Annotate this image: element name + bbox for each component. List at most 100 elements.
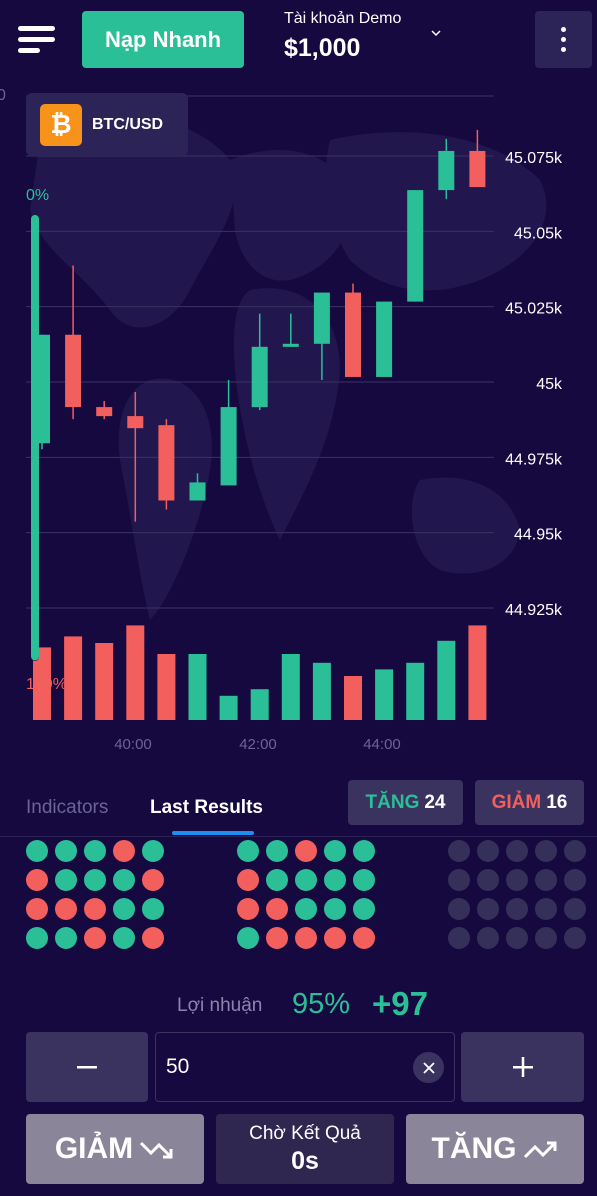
- pair-selector[interactable]: ₿ BTC/USD: [26, 93, 188, 156]
- result-dot: [237, 927, 259, 949]
- menu-icon[interactable]: [18, 20, 58, 60]
- up-button-label: TĂNG: [431, 1132, 517, 1165]
- result-dot: [448, 869, 470, 891]
- result-dot: [237, 840, 259, 862]
- amount-input[interactable]: [164, 1051, 408, 1083]
- candle-body: [313, 292, 330, 344]
- result-dot: [353, 898, 375, 920]
- x-tick-label: 44:00: [363, 736, 401, 753]
- account-label: Tài khoản Demo: [284, 10, 402, 27]
- more-vertical-icon[interactable]: [535, 11, 592, 68]
- y-tick-label: 44.925k: [505, 602, 563, 619]
- profit-percent: 95%: [292, 988, 351, 1020]
- result-dot: [113, 869, 135, 891]
- candle-body: [158, 425, 175, 501]
- sentiment-fill: [31, 215, 39, 661]
- countdown-time: 0s: [291, 1147, 319, 1175]
- result-dot: [55, 898, 77, 920]
- result-dot: [142, 869, 164, 891]
- candle-body: [189, 482, 206, 501]
- result-dot: [477, 927, 499, 949]
- sell-down-button[interactable]: GIẢM: [26, 1114, 204, 1184]
- candle-body: [407, 190, 424, 302]
- result-dot: [113, 840, 135, 862]
- close-icon[interactable]: [413, 1052, 444, 1083]
- candle-body: [220, 407, 237, 486]
- deposit-button[interactable]: Nạp Nhanh: [82, 11, 244, 68]
- down-button-label: GIẢM: [54, 1132, 134, 1165]
- candle-body: [282, 343, 299, 347]
- result-dot: [324, 840, 346, 862]
- tab-indicators[interactable]: Indicators: [26, 797, 109, 818]
- result-dot: [506, 898, 528, 920]
- volume-bar: [95, 643, 114, 720]
- result-dot: [142, 927, 164, 949]
- trend-up-icon: [523, 1141, 556, 1159]
- volume-bar: [33, 647, 51, 720]
- result-dot: [266, 898, 288, 920]
- candle-body: [376, 301, 393, 377]
- result-dot: [295, 869, 317, 891]
- down-count-label: GIẢM: [491, 791, 542, 813]
- result-dot: [324, 869, 346, 891]
- result-dot: [84, 840, 106, 862]
- volume-bar: [126, 625, 145, 720]
- volume-bar: [188, 654, 207, 720]
- minus-button[interactable]: [26, 1032, 148, 1102]
- volume-bar: [219, 695, 238, 720]
- candle-body: [127, 416, 144, 429]
- result-dot: [564, 898, 586, 920]
- result-dot: [506, 927, 528, 949]
- edge-label: 0: [0, 87, 6, 104]
- result-dot: [535, 840, 557, 862]
- volume-bar: [157, 654, 176, 720]
- candle-body: [345, 292, 361, 377]
- price-chart[interactable]: 45.075k 45.05k 45.025k 45k 44.975k 44.95k 44.9…: [0, 80, 597, 760]
- result-dot: [324, 927, 346, 949]
- pair-label: BTC/USD: [92, 115, 164, 133]
- candle-body: [251, 346, 268, 408]
- result-dot: [142, 898, 164, 920]
- result-dot: [84, 927, 106, 949]
- result-dot: [477, 840, 499, 862]
- plus-icon: [512, 1057, 533, 1077]
- candle-body: [96, 407, 113, 417]
- account-switcher[interactable]: Tài khoản Demo $1,000: [284, 10, 401, 63]
- chevron-down-icon[interactable]: [431, 28, 441, 38]
- profit-row: Lợi nhuận 95% +97: [0, 985, 597, 1025]
- profit-label: Lợi nhuận: [177, 995, 263, 1016]
- results-tabs: Indicators Last Results TĂNG 24 GIẢM 16: [0, 780, 597, 837]
- plus-button[interactable]: [461, 1032, 584, 1102]
- profit-amount: +97: [372, 985, 428, 1022]
- active-tab-indicator: [172, 831, 254, 835]
- up-count-badge: TĂNG 24: [348, 780, 463, 825]
- y-tick-label: 45.025k: [505, 301, 563, 318]
- buy-up-button[interactable]: TĂNG: [406, 1114, 584, 1184]
- result-dot: [324, 898, 346, 920]
- x-tick-label: 40:00: [114, 736, 152, 753]
- countdown-label: Chờ Kết Quả: [249, 1123, 361, 1144]
- result-dot: [113, 927, 135, 949]
- header: Nạp Nhanh Tài khoản Demo $1,000: [0, 0, 597, 80]
- result-dot: [26, 898, 48, 920]
- up-count-value: 24: [424, 791, 446, 813]
- result-dot: [142, 840, 164, 862]
- result-dot: [295, 840, 317, 862]
- down-count-badge: GIẢM 16: [475, 780, 584, 825]
- result-dot: [55, 927, 77, 949]
- candle-body: [438, 150, 455, 191]
- y-tick-label: 44.95k: [514, 527, 563, 544]
- volume-bar: [344, 676, 362, 720]
- candle-body: [65, 334, 82, 408]
- result-dot: [535, 898, 557, 920]
- result-dot: [477, 898, 499, 920]
- result-dot: [26, 869, 48, 891]
- result-dot: [564, 869, 586, 891]
- volume-bar: [468, 625, 487, 720]
- tab-last-results[interactable]: Last Results: [150, 797, 263, 818]
- account-balance: $1,000: [284, 34, 361, 62]
- amount-field[interactable]: [155, 1032, 455, 1102]
- result-dot: [353, 927, 375, 949]
- x-tick-label: 42:00: [239, 736, 277, 753]
- y-tick-label: 44.975k: [505, 451, 563, 468]
